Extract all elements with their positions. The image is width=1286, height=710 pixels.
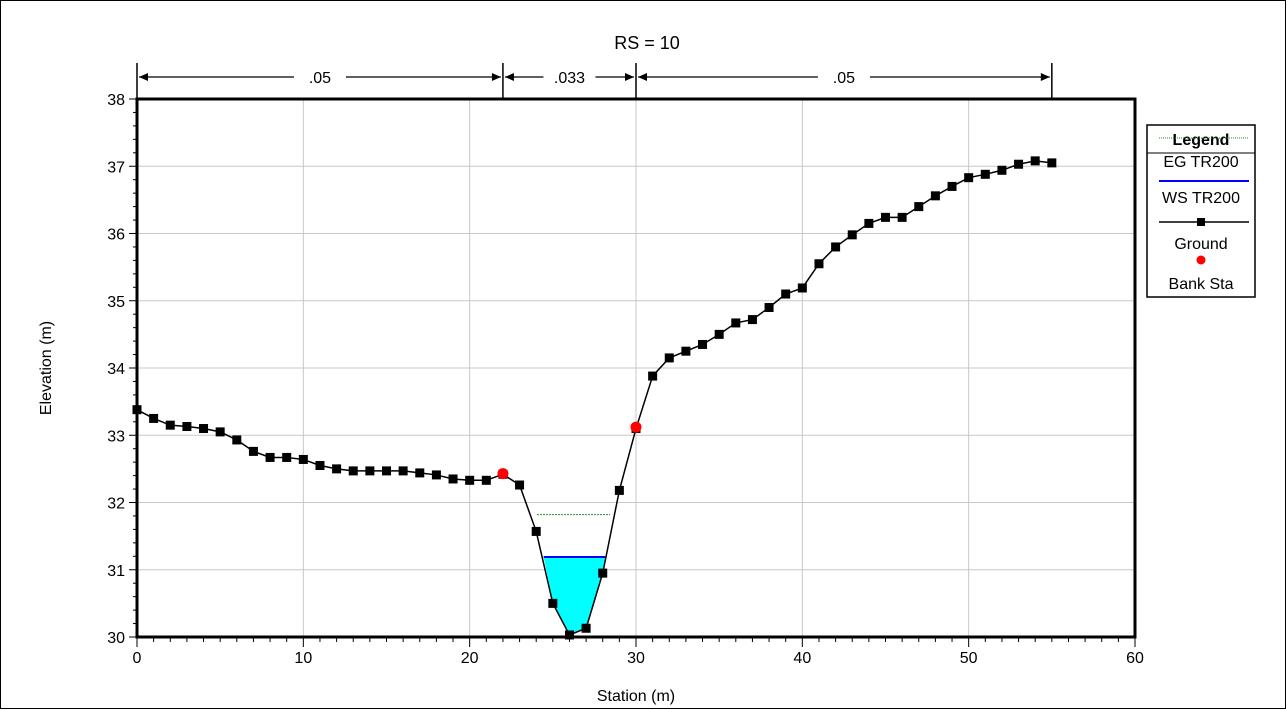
ground-point — [847, 230, 857, 240]
n-value-label: .05 — [833, 70, 855, 87]
ground-point — [165, 420, 175, 430]
ground-point — [814, 259, 824, 269]
y-tick-label: 33 — [107, 428, 125, 445]
ground-point — [897, 212, 907, 222]
ground-point — [531, 526, 541, 536]
ground-point — [581, 623, 591, 633]
ground-point — [1047, 158, 1057, 168]
axis-ticks: 0 10 20 30 40 50 60 30 31 32 33 34 35 36 37 38 — [107, 92, 1144, 667]
ground-point — [681, 346, 691, 356]
ground-point — [332, 464, 342, 474]
grid-lines — [137, 99, 1135, 637]
legend-bank-label: Bank Sta — [1169, 276, 1234, 293]
ground-point — [698, 339, 708, 349]
ground-point — [664, 353, 674, 363]
ground-point — [382, 466, 391, 476]
legend-box — [1146, 124, 1256, 298]
x-tick-label: 30 — [627, 650, 645, 667]
x-tick-label: 50 — [960, 650, 978, 667]
ground-point — [831, 242, 841, 252]
legend: Legend EG TR200 WS TR200 Ground Bank Sta — [1146, 124, 1256, 298]
legend-ground-marker — [1197, 218, 1205, 226]
legend-ws-label: WS TR200 — [1162, 190, 1240, 207]
bank-station-point — [630, 421, 642, 433]
manning-n-bar: .05 .033 .05 — [136, 63, 1053, 99]
n-arrowhead-right — [625, 73, 634, 81]
n-arrowhead-left — [638, 73, 647, 81]
n-arrowhead-right — [491, 73, 501, 81]
ground-point — [997, 165, 1007, 175]
y-tick-label: 35 — [107, 294, 125, 311]
y-tick-label: 31 — [107, 563, 125, 580]
ground-point — [881, 212, 890, 222]
ground-point — [265, 452, 275, 462]
n-arrowhead-left — [504, 73, 514, 81]
ground-point — [232, 435, 242, 445]
ground-point — [182, 422, 192, 432]
ground-point — [564, 630, 574, 640]
legend-eg-label: EG TR200 — [1163, 154, 1238, 171]
n-value-label: .05 — [309, 70, 331, 87]
x-tick-label: 20 — [461, 650, 479, 667]
legend-title: Legend — [1173, 132, 1230, 149]
n-arrowhead-right — [1040, 73, 1050, 81]
x-axis-label: Station (m) — [597, 688, 675, 705]
series-markers — [132, 156, 1057, 640]
ground-point — [298, 454, 308, 464]
bank-station-point — [497, 468, 509, 480]
y-tick-label: 36 — [107, 227, 125, 244]
legend-ground-label: Ground — [1174, 236, 1227, 253]
ground-point — [964, 173, 974, 183]
ground-point — [348, 466, 358, 476]
ground-point — [481, 475, 491, 485]
n-value-label: .033 — [554, 70, 585, 87]
ground-point — [980, 169, 990, 179]
x-tick-label: 60 — [1126, 650, 1144, 667]
ground-point — [248, 446, 258, 456]
ground-point — [714, 329, 724, 339]
ground-point — [431, 470, 441, 480]
n-arrowhead-left — [139, 73, 148, 81]
ground-point — [215, 427, 225, 437]
ground-point — [1030, 156, 1040, 166]
ground-point — [1014, 159, 1024, 169]
ground-point — [282, 452, 292, 462]
ground-point — [864, 218, 874, 228]
ground-point — [365, 466, 375, 476]
ground-point — [797, 283, 807, 293]
ground-point — [199, 424, 209, 434]
x-tick-label: 0 — [133, 650, 142, 667]
ground-point — [515, 480, 525, 490]
ground-point — [731, 318, 741, 328]
ground-point — [614, 485, 624, 495]
ground-point — [149, 413, 159, 423]
y-tick-label: 30 — [107, 630, 125, 647]
ground-point — [415, 468, 425, 478]
ground-point — [398, 466, 408, 476]
ground-point — [648, 371, 658, 381]
legend-bank-marker — [1196, 255, 1206, 265]
y-tick-label: 38 — [107, 92, 125, 109]
chart-title: RS = 10 — [614, 33, 680, 53]
y-tick-label: 37 — [107, 159, 125, 176]
x-tick-label: 10 — [294, 650, 312, 667]
x-tick-label: 40 — [793, 650, 811, 667]
ground-point — [448, 474, 458, 484]
ground-point — [930, 191, 940, 201]
ground-point — [747, 315, 757, 325]
ground-point — [947, 181, 957, 191]
y-tick-label: 34 — [107, 361, 125, 378]
ground-point — [315, 461, 325, 471]
ground-point — [465, 475, 475, 485]
ground-point — [764, 302, 774, 312]
ground-point — [781, 289, 791, 299]
ground-point — [598, 568, 608, 578]
y-tick-label: 32 — [107, 496, 125, 513]
y-axis-label: Elevation (m) — [38, 321, 55, 415]
ground-point — [548, 598, 558, 608]
ground-point — [914, 202, 924, 212]
